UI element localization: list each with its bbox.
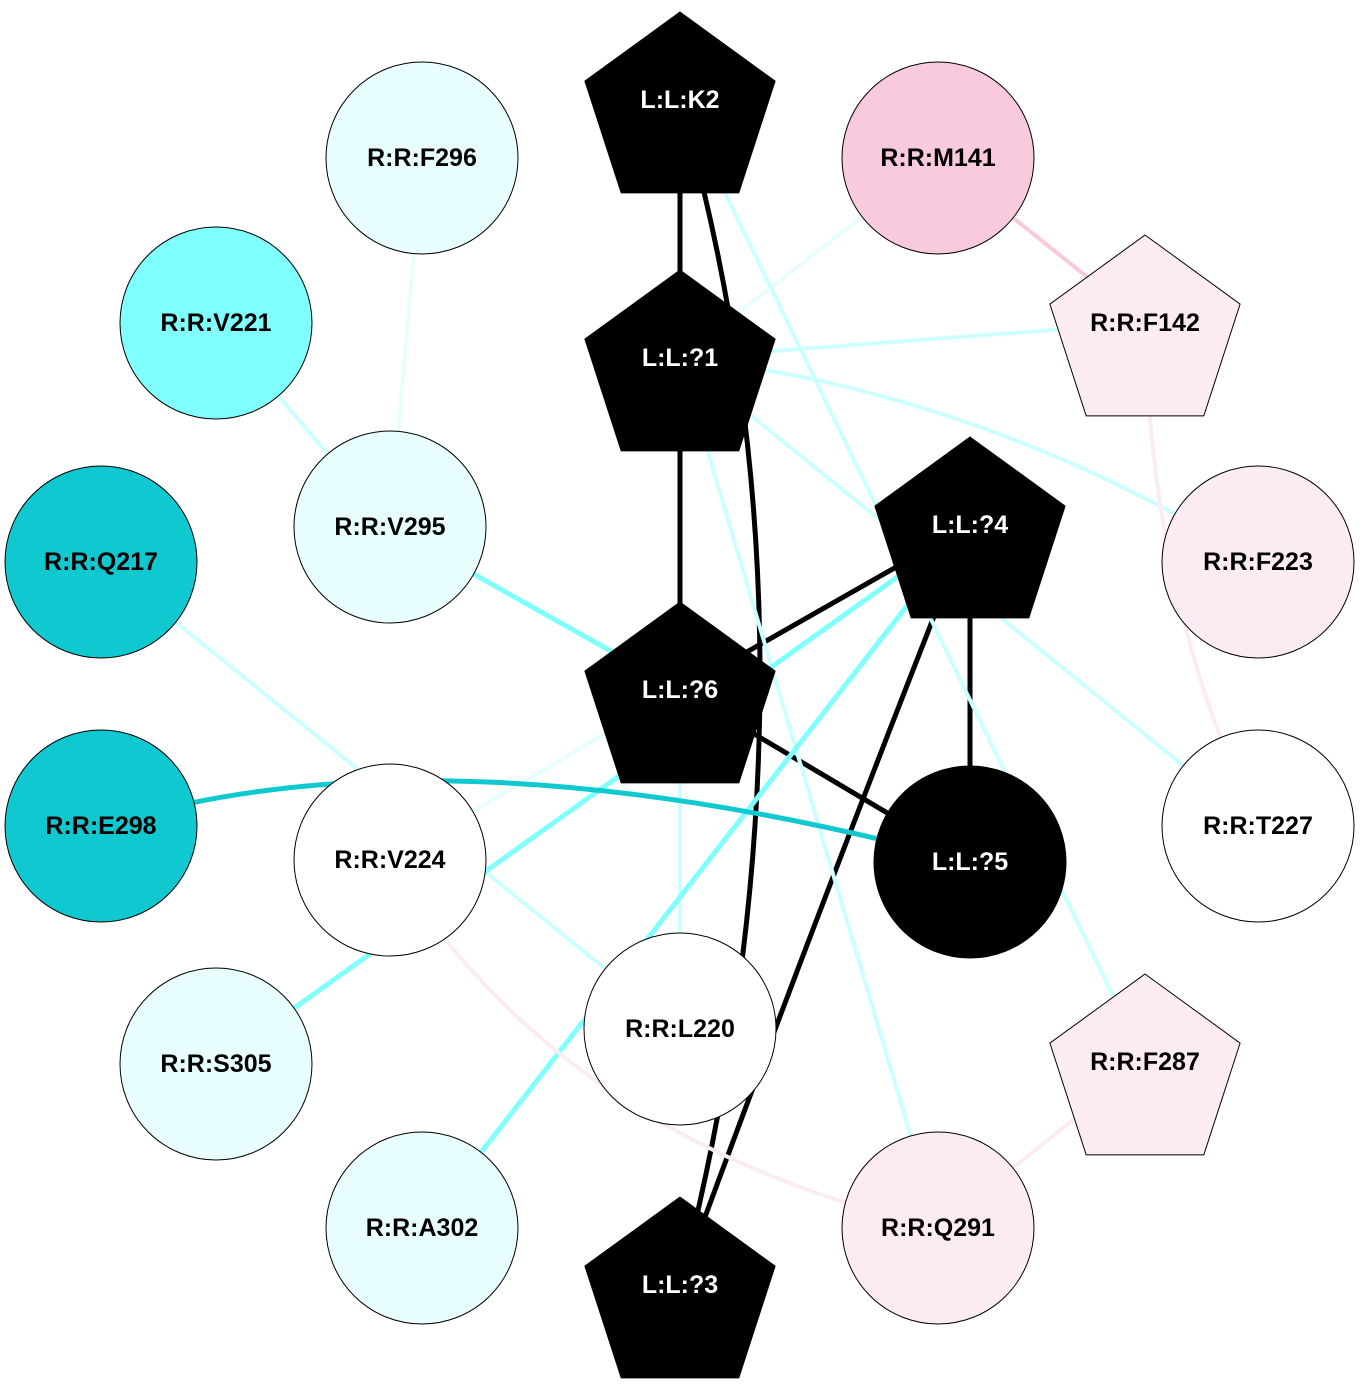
node-shape [583,932,777,1126]
node-label: R:R:V221 [160,309,271,337]
node-r-r-f287[interactable]: R:R:F287 [1049,973,1241,1156]
node-shape [1049,234,1241,417]
node-shape [584,601,776,784]
node-shape [1049,973,1241,1156]
node-label: L:L:?5 [932,848,1008,876]
node-label: L:L:?6 [642,676,718,704]
node-l-l-4[interactable]: L:L:?4 [874,436,1066,619]
node-shape [4,465,198,659]
node-shape [1161,465,1355,659]
node-l-l-k2[interactable]: L:L:K2 [584,11,776,194]
node-l-l-6[interactable]: L:L:?6 [584,601,776,784]
node-shape [841,1131,1035,1325]
node-label: R:R:F142 [1090,309,1200,337]
node-shape [325,1131,519,1325]
node-l-l-5[interactable]: L:L:?5 [873,765,1067,959]
node-shape [4,729,198,923]
node-r-r-v295[interactable]: R:R:V295 [293,430,487,624]
edge-l4-a302 [420,523,972,1230]
node-label: R:R:S305 [160,1050,271,1078]
node-shape [293,430,487,624]
node-shape [874,436,1066,619]
node-shape [873,765,1067,959]
node-shape [584,269,776,452]
node-label: R:R:F223 [1203,548,1313,576]
node-r-r-m141[interactable]: R:R:M141 [841,61,1035,255]
node-label: L:L:?4 [932,511,1008,539]
node-shape [325,61,519,255]
node-label: R:R:Q291 [881,1214,995,1242]
node-r-r-t227[interactable]: R:R:T227 [1161,729,1355,923]
node-shape [293,763,487,957]
node-label: R:R:T227 [1203,812,1313,840]
edge-e298-l5 [100,778,971,865]
node-l-l-3[interactable]: L:L:?3 [584,1196,776,1379]
node-shape [584,11,776,194]
node-shape [1161,729,1355,923]
edge-l4-l3 [677,524,973,1286]
edge-l1-q291 [678,357,940,1229]
node-label: L:L:?1 [642,344,718,372]
node-label: R:R:L220 [625,1015,735,1043]
node-l-l-1[interactable]: L:L:?1 [584,269,776,452]
node-label: R:R:V295 [334,513,445,541]
node-label: R:R:A302 [366,1214,479,1242]
nodes-layer: L:L:K2 L:L:?1 L:L:?6 L:L:?4 L:L:?5 L:L:?3 R:R:… [4,11,1355,1379]
node-r-r-f142[interactable]: R:R:F142 [1049,234,1241,417]
node-label: R:R:E298 [45,812,156,840]
node-shape [119,967,313,1161]
node-label: R:R:F296 [367,144,477,172]
node-shape [119,226,313,420]
node-r-r-v221[interactable]: R:R:V221 [119,226,313,420]
node-label: R:R:Q217 [44,548,158,576]
node-r-r-f223[interactable]: R:R:F223 [1161,465,1355,659]
edge-l4-s305 [214,522,972,1067]
node-r-r-s305[interactable]: R:R:S305 [119,967,313,1161]
node-r-r-q291[interactable]: R:R:Q291 [841,1131,1035,1325]
node-shape [584,1196,776,1379]
node-r-r-f296[interactable]: R:R:F296 [325,61,519,255]
node-r-r-l220[interactable]: R:R:L220 [583,932,777,1126]
node-r-r-v224[interactable]: R:R:V224 [293,763,487,957]
node-label: L:L:K2 [640,86,719,114]
node-label: L:L:?3 [642,1271,718,1299]
node-label: R:R:M141 [880,144,995,172]
node-shape [841,61,1035,255]
node-label: R:R:V224 [334,846,445,874]
node-label: R:R:F287 [1090,1048,1200,1076]
node-r-r-q217[interactable]: R:R:Q217 [4,465,198,659]
node-r-r-a302[interactable]: R:R:A302 [325,1131,519,1325]
node-r-r-e298[interactable]: R:R:E298 [4,729,198,923]
